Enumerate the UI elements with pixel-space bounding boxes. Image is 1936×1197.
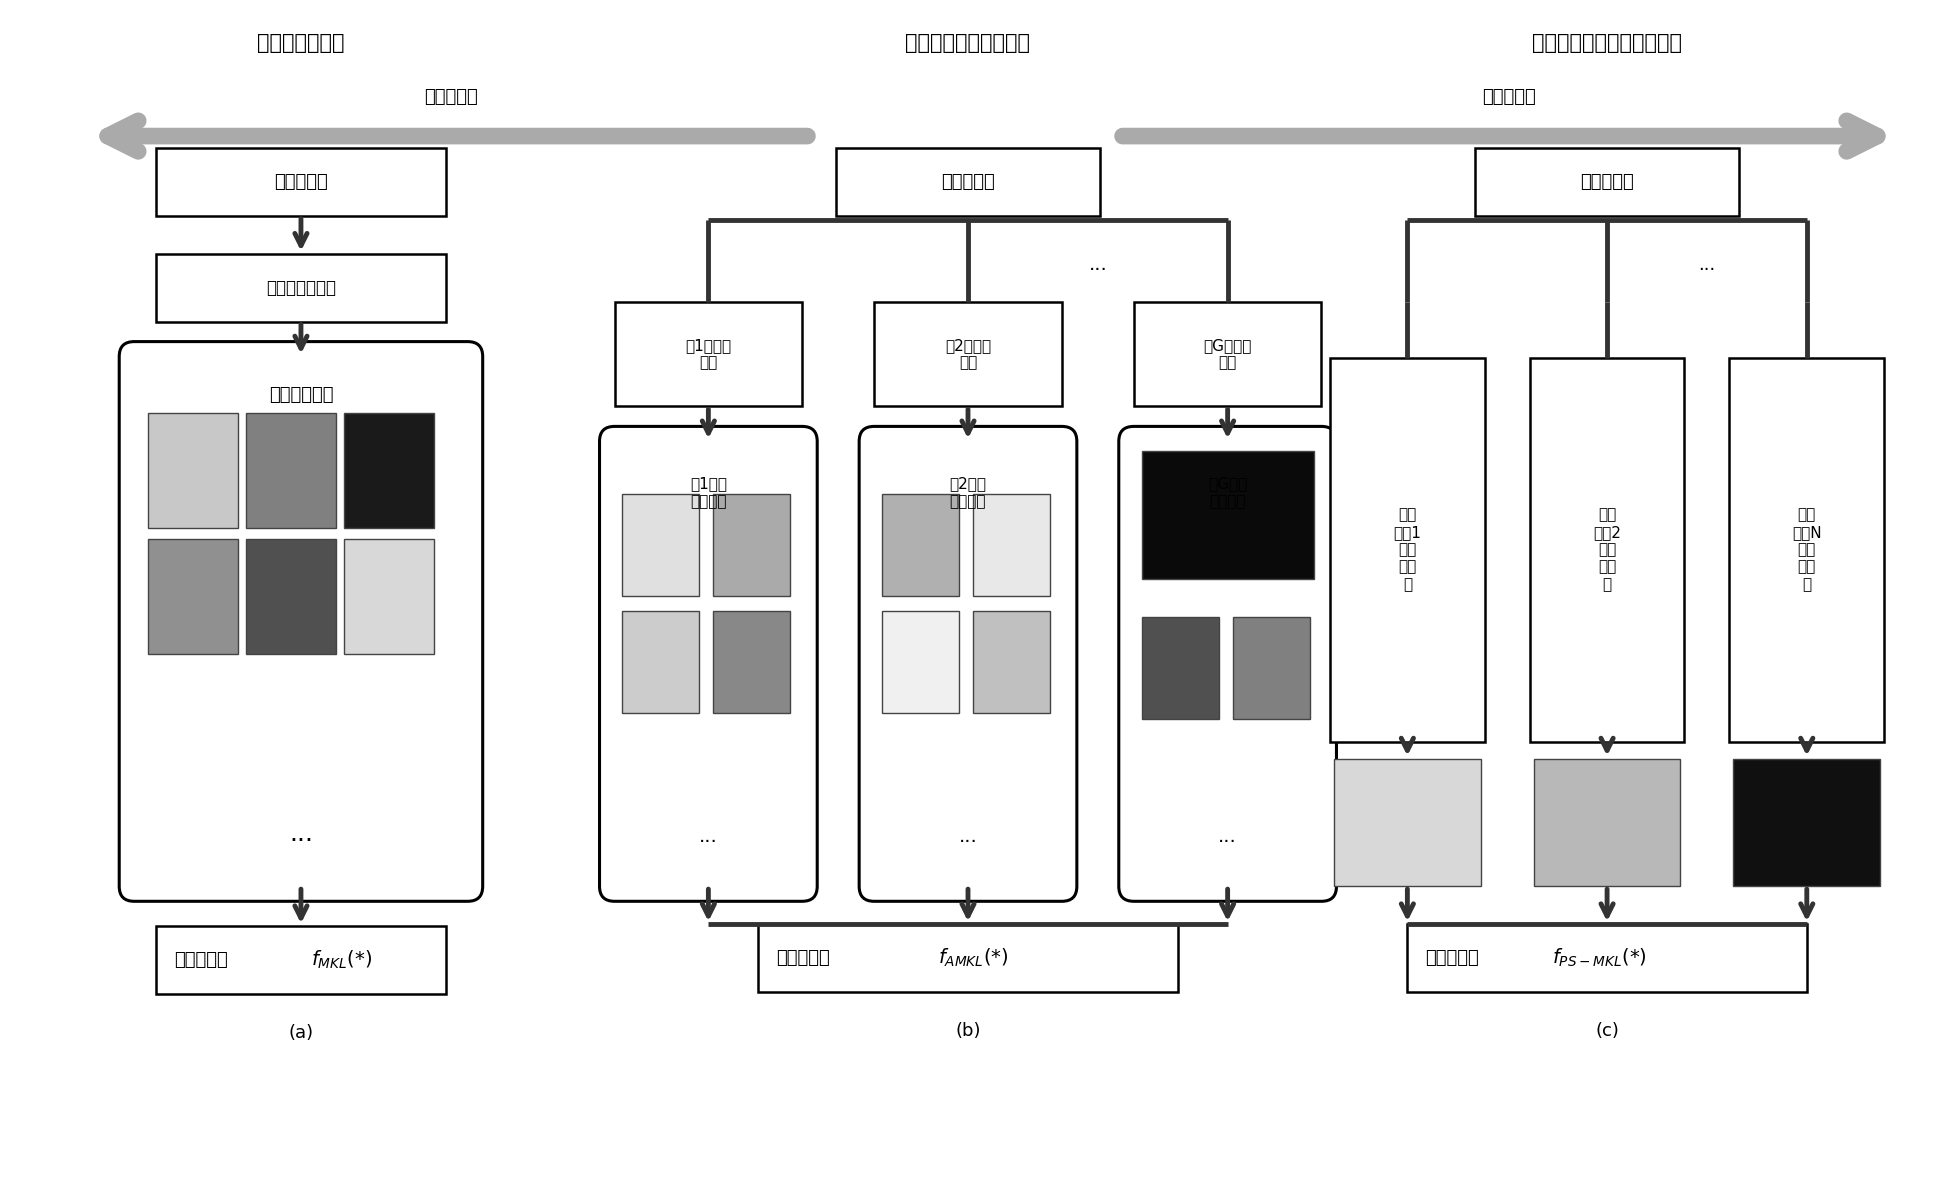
Text: 判别函数：: 判别函数： bbox=[1425, 949, 1479, 967]
Text: 族2中的
训练样本: 族2中的 训练样本 bbox=[949, 476, 987, 509]
Text: 族数目增加: 族数目增加 bbox=[1483, 89, 1535, 107]
Text: 基于
样本1
的多
核组
价: 基于 样本1 的多 核组 价 bbox=[1394, 508, 1421, 591]
Bar bbox=[712, 610, 790, 712]
Text: ...: ... bbox=[699, 827, 718, 846]
Bar bbox=[759, 924, 1177, 992]
Text: ...: ... bbox=[1698, 256, 1715, 274]
Text: (b): (b) bbox=[954, 1022, 982, 1040]
Bar bbox=[1233, 616, 1309, 718]
Bar bbox=[1142, 451, 1313, 579]
Bar bbox=[1142, 616, 1218, 718]
Bar bbox=[157, 926, 445, 994]
Text: 待分类样本: 待分类样本 bbox=[1580, 174, 1634, 192]
FancyBboxPatch shape bbox=[120, 341, 482, 901]
Bar bbox=[157, 148, 445, 215]
Text: $f_{PS-MKL}(*)$: $f_{PS-MKL}(*)$ bbox=[1553, 947, 1648, 970]
Text: ...: ... bbox=[1218, 827, 1237, 846]
Bar bbox=[1475, 148, 1739, 215]
Text: 统一的多核组价: 统一的多核组价 bbox=[265, 279, 337, 297]
Bar bbox=[614, 302, 802, 407]
FancyBboxPatch shape bbox=[1119, 426, 1336, 901]
Text: ...: ... bbox=[288, 822, 314, 846]
Text: 基于
样本N
的多
核组
价: 基于 样本N 的多 核组 价 bbox=[1793, 508, 1822, 591]
Text: $f_{AMKL}(*)$: $f_{AMKL}(*)$ bbox=[939, 947, 1009, 970]
Text: 自适应多核分类器模型: 自适应多核分类器模型 bbox=[906, 34, 1030, 54]
Bar bbox=[1330, 358, 1485, 742]
Bar bbox=[883, 494, 958, 596]
Bar bbox=[623, 494, 699, 596]
Bar bbox=[1334, 759, 1481, 886]
Text: 待分类样本: 待分类样本 bbox=[941, 174, 995, 192]
Text: 判别函数：: 判别函数： bbox=[776, 949, 831, 967]
Text: 族2的多核
组价: 族2的多核 组价 bbox=[945, 338, 991, 370]
Bar bbox=[836, 148, 1100, 215]
Text: 基于
样本2
的多
核组
价: 基于 样本2 的多 核组 价 bbox=[1593, 508, 1620, 591]
Text: ...: ... bbox=[1088, 255, 1107, 274]
Bar bbox=[883, 610, 958, 712]
Text: 待分类样本: 待分类样本 bbox=[275, 174, 327, 192]
Text: 基于标本的多核分类器模型: 基于标本的多核分类器模型 bbox=[1531, 34, 1682, 54]
Bar bbox=[149, 413, 238, 528]
Text: ...: ... bbox=[958, 827, 978, 846]
Bar bbox=[1733, 759, 1880, 886]
Bar bbox=[974, 494, 1049, 596]
Text: 全体训练样本: 全体训练样本 bbox=[269, 387, 333, 405]
Text: 判别函数：: 判别函数： bbox=[174, 952, 228, 970]
Text: 族1的多核
组价: 族1的多核 组价 bbox=[685, 338, 732, 370]
Bar bbox=[1134, 302, 1322, 407]
Bar bbox=[712, 494, 790, 596]
Bar bbox=[1729, 358, 1884, 742]
Bar bbox=[345, 539, 434, 654]
Text: 族1中的
训练样本: 族1中的 训练样本 bbox=[689, 476, 726, 509]
Bar bbox=[1407, 924, 1806, 992]
Bar bbox=[246, 539, 337, 654]
Text: (a): (a) bbox=[288, 1023, 314, 1043]
Text: 族G中的
训练样本: 族G中的 训练样本 bbox=[1208, 476, 1247, 509]
Text: 多核分类器模型: 多核分类器模型 bbox=[257, 34, 345, 54]
Text: $f_{MKL}(*)$: $f_{MKL}(*)$ bbox=[312, 949, 372, 971]
Text: 族数目减少: 族数目减少 bbox=[424, 89, 478, 107]
Bar bbox=[875, 302, 1061, 407]
Bar bbox=[345, 413, 434, 528]
Bar bbox=[1533, 759, 1680, 886]
FancyBboxPatch shape bbox=[600, 426, 817, 901]
Text: (c): (c) bbox=[1595, 1022, 1618, 1040]
Bar bbox=[623, 610, 699, 712]
Bar bbox=[1529, 358, 1684, 742]
Bar bbox=[157, 254, 445, 322]
Text: 族G的多核
组价: 族G的多核 组价 bbox=[1204, 338, 1253, 370]
FancyBboxPatch shape bbox=[860, 426, 1076, 901]
Bar bbox=[246, 413, 337, 528]
Bar bbox=[149, 539, 238, 654]
Bar bbox=[974, 610, 1049, 712]
